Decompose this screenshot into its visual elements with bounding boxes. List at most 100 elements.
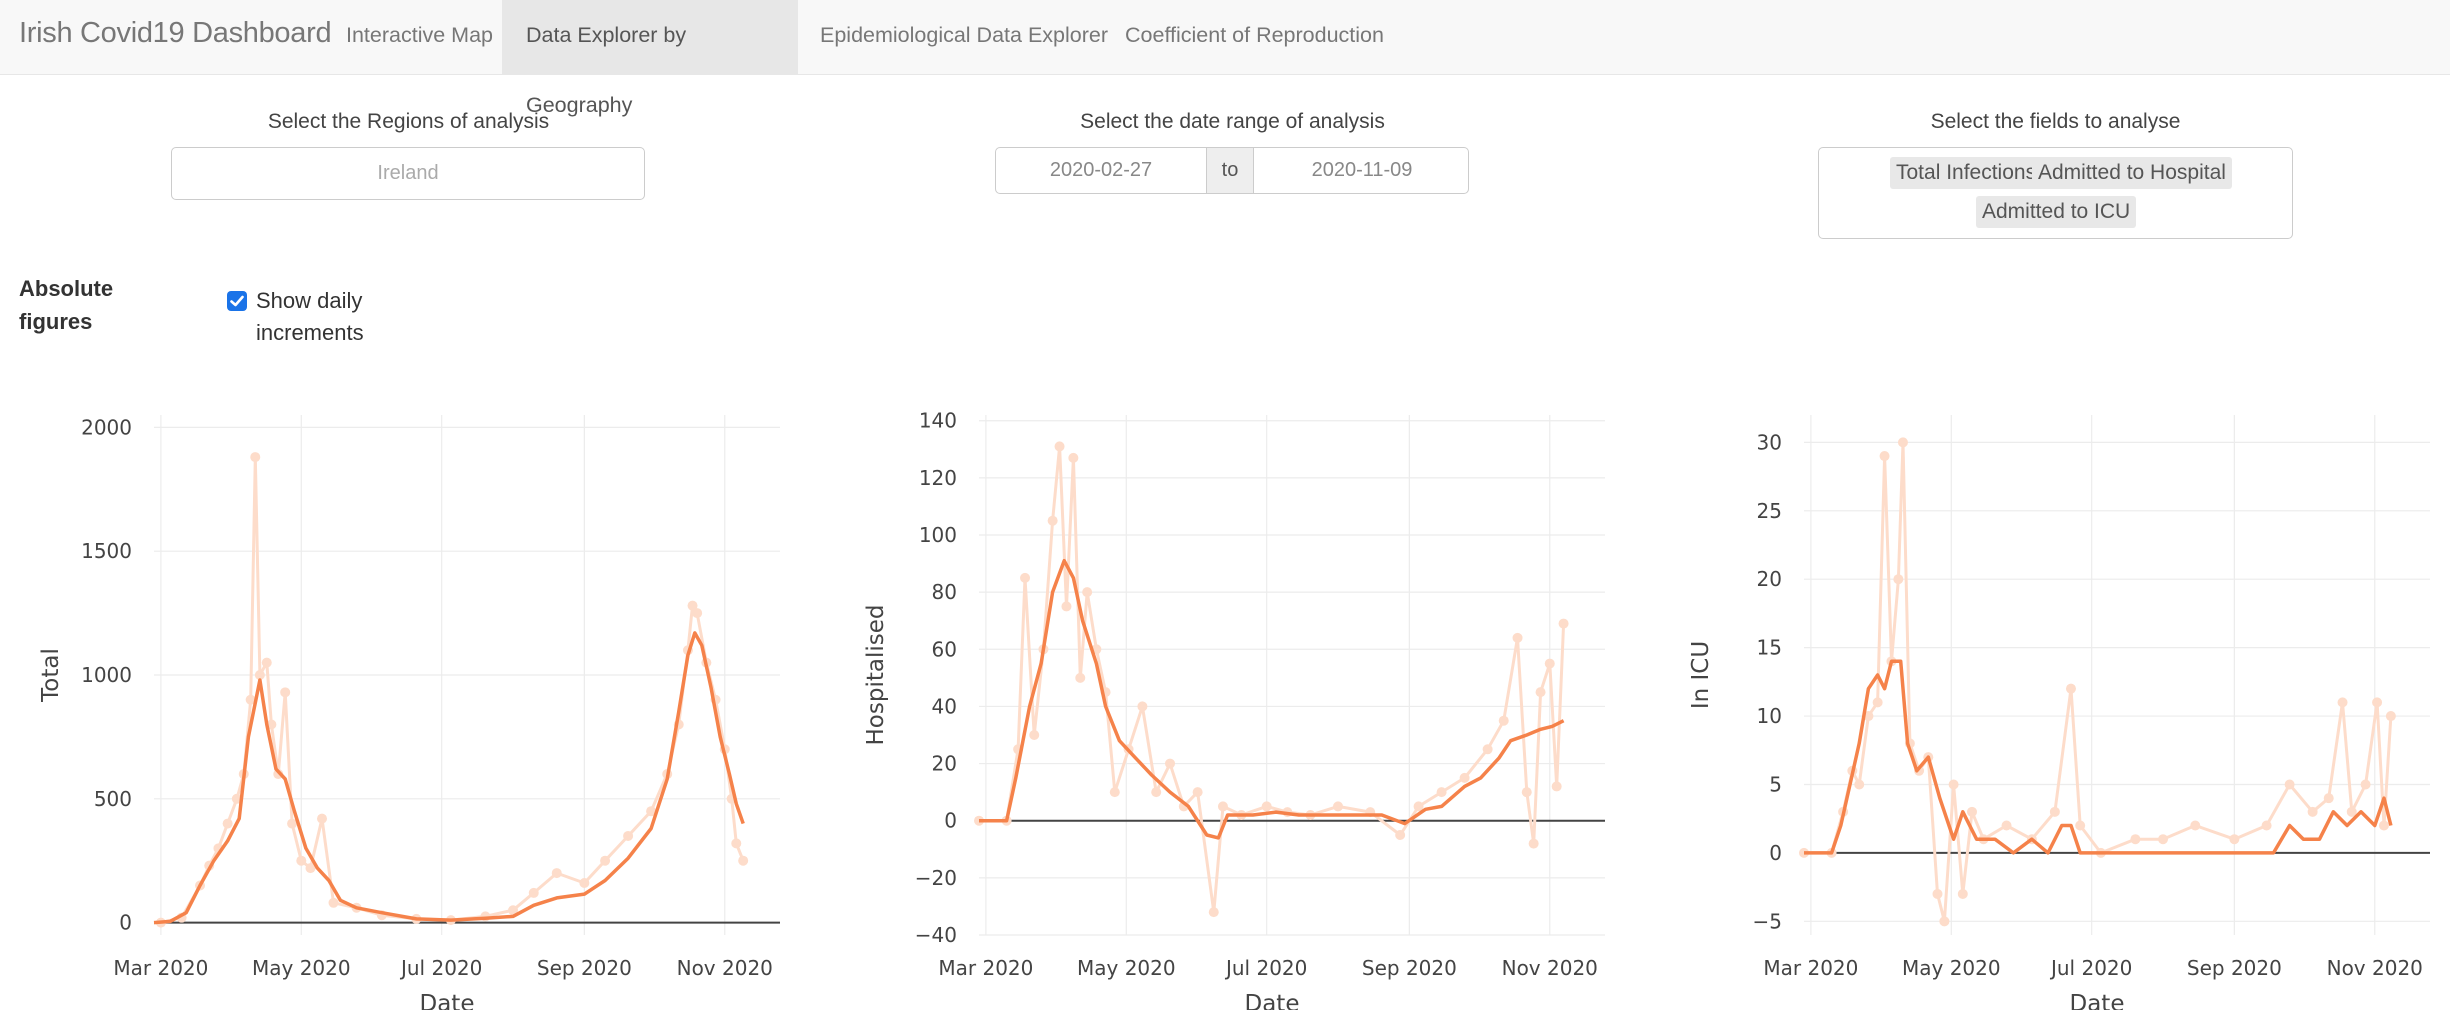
- y-axis-title: In ICU: [1688, 641, 1714, 709]
- y-tick-label: 20: [932, 752, 957, 776]
- daily-point: [2261, 820, 2272, 831]
- daily-point: [1967, 806, 1978, 817]
- date-start-input[interactable]: 2020-02-27: [1049, 159, 1153, 181]
- y-tick-label: 1500: [81, 539, 132, 563]
- daily-point: [551, 868, 562, 879]
- chart-hospitalised-svg[interactable]: −40 −20 0 20 40 60 80 100 120 140 Mar 2020 May 2020…: [845, 395, 1645, 1010]
- y-axis-title: Hospitalised: [863, 605, 889, 746]
- tab-interactive-map[interactable]: Interactive Map: [346, 23, 493, 47]
- daily-point: [1948, 779, 1959, 790]
- y-tick-label: 60: [932, 637, 957, 661]
- daily-point: [2001, 820, 2012, 831]
- daily-point: [250, 452, 261, 463]
- daily-point: [2049, 806, 2060, 817]
- y-tick-label: −20: [915, 866, 957, 890]
- daily-point: [687, 600, 698, 611]
- daily-point: [1482, 744, 1493, 755]
- daily-point: [328, 897, 339, 908]
- daily-point: [1932, 888, 1943, 899]
- regions-select[interactable]: Ireland: [171, 147, 645, 200]
- y-tick-label: 0: [944, 809, 957, 833]
- daily-point: [1208, 907, 1219, 918]
- daily-point: [692, 608, 703, 619]
- y-tick-label: 500: [94, 787, 132, 811]
- daily-point: [579, 878, 590, 888]
- daily-point: [1854, 779, 1865, 790]
- daily-point: [1872, 697, 1883, 708]
- x-axis-title: Date: [420, 991, 475, 1010]
- daily-point: [2307, 806, 2318, 817]
- y-tick-label: 2000: [81, 415, 132, 439]
- daily-point: [1082, 587, 1093, 598]
- x-axis-title: Date: [2070, 991, 2125, 1010]
- daily-point: [305, 863, 316, 874]
- field-chip-admitted-icu[interactable]: Admitted to ICU: [1976, 196, 2137, 228]
- daily-point: [1029, 730, 1040, 740]
- x-tick-label: Sep 2020: [1362, 956, 1457, 980]
- chart-total-svg[interactable]: 0 500 1000 1500 2000 Mar 2020 May 2020 Jul 2020…: [20, 395, 820, 1010]
- daily-point: [1879, 451, 1890, 462]
- x-tick-label: Mar 2020: [938, 956, 1033, 980]
- daily-point: [1939, 916, 1950, 927]
- daily-point: [2158, 834, 2169, 845]
- tab-data-explorer-geography[interactable]: Data Explorer by Geography: [502, 0, 798, 117]
- y-tick-label: 0: [1769, 841, 1782, 865]
- chart-hospitalised: −40 −20 0 20 40 60 80 100 120 140 Mar 2020 May 2020…: [845, 395, 1645, 1010]
- regions-value: Ireland: [377, 162, 439, 184]
- y-tick-label: −5: [1753, 909, 1782, 933]
- x-tick-label: Sep 2020: [2187, 956, 2282, 980]
- daily-point: [2346, 806, 2357, 817]
- x-axis-title: Date: [1245, 991, 1300, 1010]
- daily-point: [2284, 779, 2295, 790]
- y-tick-label: 100: [919, 523, 957, 547]
- y-tick-label: −40: [915, 923, 957, 947]
- daily-point: [1217, 801, 1228, 812]
- x-tick-label: May 2020: [252, 956, 351, 980]
- daily-point: [1551, 781, 1562, 792]
- y-axis-title: Total: [38, 648, 64, 703]
- daily-point: [2323, 793, 2334, 804]
- y-tick-label: 40: [932, 694, 957, 718]
- daily-point: [2378, 820, 2389, 831]
- daily-point: [1395, 830, 1406, 840]
- daily-point: [1957, 888, 1968, 899]
- fields-select[interactable]: Total Infections Admitted to Hospital Ad…: [1818, 147, 2293, 239]
- field-chip-total-infections[interactable]: Total Infections: [1890, 157, 2043, 189]
- chart-total-infections: 0 500 1000 1500 2000 Mar 2020 May 2020 Jul 2020…: [20, 395, 820, 1010]
- app-title[interactable]: Irish Covid19 Dashboard: [19, 17, 332, 49]
- daily-point: [245, 694, 256, 705]
- daily-point: [1333, 801, 1344, 812]
- y-tick-label: 140: [919, 409, 957, 433]
- date-separator: to: [1206, 148, 1254, 193]
- daily-point: [287, 818, 298, 829]
- daily-point: [296, 855, 307, 866]
- tab-epidemiological-explorer[interactable]: Epidemiological Data Explorer: [820, 23, 1109, 47]
- daily-point: [1498, 715, 1509, 726]
- daily-point: [2130, 834, 2141, 845]
- daily-raw-line: [1804, 440, 2393, 923]
- daily-point: [2229, 834, 2240, 845]
- chart-icu-svg[interactable]: −5 0 5 10 15 20 25 30 Mar 2020 May 2020 Jul 2020 Se…: [1670, 395, 2450, 1010]
- absolute-figures-label: Absolute figures: [19, 276, 114, 334]
- daily-point: [254, 670, 265, 680]
- daily-point: [1192, 787, 1203, 798]
- y-tick-label: 0: [119, 911, 132, 935]
- daily-point: [1544, 658, 1555, 669]
- daily-point: [1137, 701, 1148, 712]
- daily-point: [600, 855, 611, 866]
- daily-point: [1558, 618, 1569, 629]
- x-tick-label: May 2020: [1077, 956, 1176, 980]
- date-end-input[interactable]: 2020-11-09: [1311, 159, 1413, 181]
- daily-point: [1061, 601, 1072, 612]
- chart-icu: −5 0 5 10 15 20 25 30 Mar 2020 May 2020 Jul 2020 Se…: [1670, 395, 2450, 1010]
- daily-point: [1054, 441, 1065, 452]
- y-tick-label: 80: [932, 580, 957, 604]
- daterange-label: Select the date range of analysis: [1080, 110, 1385, 133]
- tab-coefficient-reproduction[interactable]: Coefficient of Reproduction: [1125, 23, 1384, 47]
- daily-increments-checkbox[interactable]: [227, 291, 247, 311]
- y-tick-label: 15: [1757, 636, 1782, 660]
- daily-point: [261, 657, 272, 668]
- field-chip-admitted-hospital[interactable]: Admitted to Hospital: [2032, 157, 2232, 189]
- daily-point: [738, 855, 749, 866]
- x-tick-label: Sep 2020: [537, 956, 632, 980]
